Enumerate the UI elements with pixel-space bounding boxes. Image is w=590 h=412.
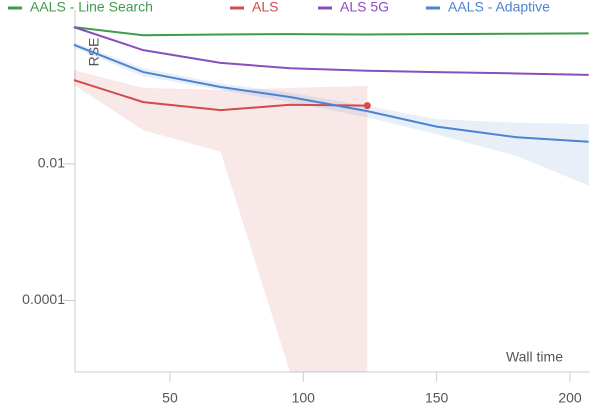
- legend-label: AALS - Line Search: [30, 0, 153, 15]
- x-axis-label: Wall time: [506, 349, 563, 365]
- line: [73, 26, 589, 76]
- x-tick-label: 150: [425, 390, 449, 406]
- legend-label: ALS 5G: [340, 0, 389, 15]
- legend-label: ALS: [252, 0, 278, 15]
- legend-label: AALS - Adaptive: [448, 0, 550, 15]
- line: [73, 26, 589, 37]
- x-tick-label: 50: [162, 390, 178, 406]
- end-point: [363, 102, 371, 110]
- error-band: [73, 70, 368, 372]
- y-tick-label: 0.0001: [22, 291, 65, 307]
- x-tick-label: 100: [292, 390, 316, 406]
- y-tick-label: 0.01: [38, 155, 65, 171]
- line: [73, 79, 368, 112]
- x-tick-label: 200: [558, 390, 582, 406]
- line: [73, 43, 589, 143]
